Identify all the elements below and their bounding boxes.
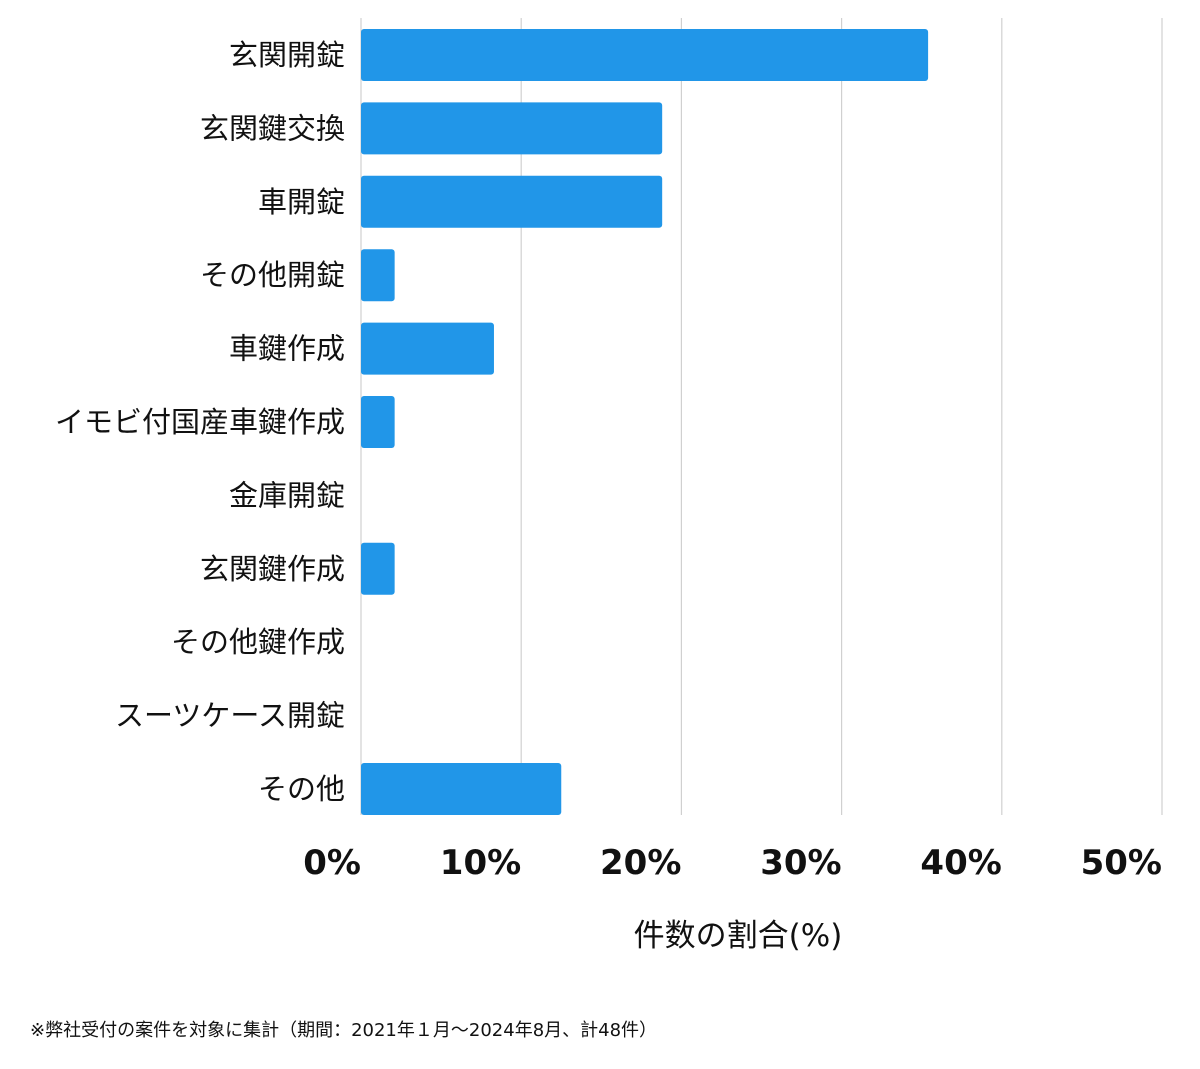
- y-category-label: 玄関鍵交換: [200, 111, 345, 145]
- bar: [361, 29, 929, 81]
- x-tick-label: 30%: [760, 843, 841, 883]
- x-axis-label: 件数の割合(%): [634, 918, 843, 954]
- y-category-label: その他開錠: [200, 258, 345, 292]
- bar-chart: 玄関開錠玄関鍵交換車開錠その他開錠車鍵作成イモビ付国産車鍵作成金庫開錠玄関鍵作成…: [55, 18, 1163, 954]
- y-category-label: 金庫開錠: [229, 478, 345, 512]
- y-category-label: スーツケース開錠: [115, 699, 345, 733]
- y-category-label: 玄関鍵作成: [200, 552, 345, 586]
- bar: [361, 396, 395, 448]
- x-tick-label: 20%: [600, 843, 681, 883]
- y-category-label: イモビ付国産車鍵作成: [55, 405, 345, 439]
- bar: [361, 249, 395, 302]
- y-category-label: その他鍵作成: [171, 625, 345, 659]
- y-category-label: その他: [258, 772, 345, 806]
- bar: [361, 763, 562, 815]
- footnote: ※弊社受付の案件を対象に集計（期間：2021年１月〜2024年8月、計48件）: [30, 1020, 658, 1041]
- x-tick-label: 50%: [1081, 843, 1162, 883]
- bar: [361, 322, 494, 375]
- bar: [361, 542, 395, 595]
- x-tick-label: 10%: [440, 843, 521, 883]
- y-category-label: 車開錠: [258, 185, 345, 219]
- x-tick-label: 40%: [920, 843, 1001, 883]
- x-tick-label: 0%: [303, 843, 361, 883]
- bar: [361, 102, 663, 155]
- y-category-label: 車鍵作成: [229, 332, 345, 366]
- bar: [361, 175, 663, 228]
- y-category-label: 玄関開錠: [229, 38, 345, 72]
